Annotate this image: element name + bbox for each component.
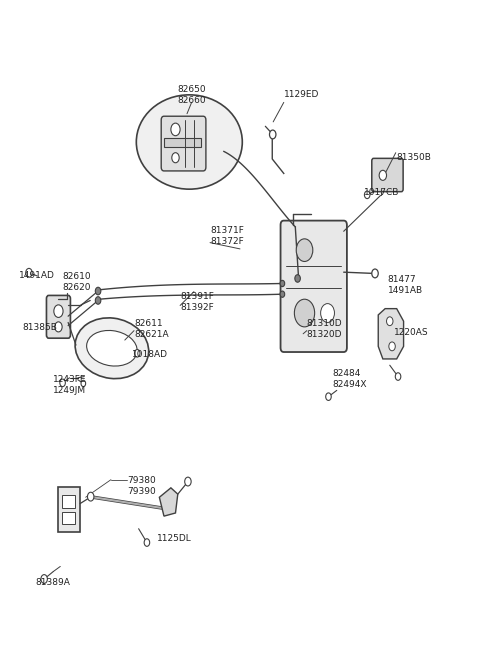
Circle shape	[386, 317, 393, 326]
Circle shape	[280, 291, 285, 297]
Text: 81350B: 81350B	[396, 153, 432, 162]
Text: 1129ED: 1129ED	[284, 90, 319, 100]
Ellipse shape	[75, 318, 149, 379]
Circle shape	[60, 379, 65, 386]
Circle shape	[295, 274, 300, 282]
Bar	[164, 138, 201, 147]
Bar	[61, 495, 75, 508]
Circle shape	[326, 393, 331, 400]
Circle shape	[389, 342, 396, 351]
Circle shape	[171, 123, 180, 136]
Text: 1125DL: 1125DL	[157, 534, 192, 542]
FancyBboxPatch shape	[47, 295, 71, 338]
Circle shape	[321, 304, 335, 322]
Circle shape	[372, 269, 378, 278]
Text: 81391F
81392F: 81391F 81392F	[180, 292, 214, 312]
Circle shape	[96, 288, 101, 295]
Circle shape	[364, 191, 370, 198]
Text: 82484
82494X: 82484 82494X	[332, 369, 367, 389]
Circle shape	[396, 373, 401, 381]
Text: 82610
82620: 82610 82620	[62, 272, 91, 292]
Circle shape	[280, 280, 285, 287]
Circle shape	[269, 130, 276, 139]
Text: 79380
79390: 79380 79390	[127, 476, 156, 496]
Circle shape	[296, 239, 313, 261]
Text: 1018AD: 1018AD	[132, 350, 168, 359]
Bar	[61, 512, 75, 524]
Text: 81477
1491AB: 81477 1491AB	[387, 275, 422, 295]
Circle shape	[144, 539, 150, 546]
Circle shape	[185, 477, 191, 486]
Ellipse shape	[86, 331, 137, 366]
FancyBboxPatch shape	[161, 116, 206, 171]
Circle shape	[172, 153, 179, 162]
Circle shape	[379, 170, 386, 180]
Text: 81310D
81320D: 81310D 81320D	[307, 319, 342, 339]
Text: 1220AS: 1220AS	[395, 328, 429, 337]
Text: 1243FE
1249JM: 1243FE 1249JM	[53, 375, 87, 396]
Polygon shape	[378, 309, 404, 359]
FancyBboxPatch shape	[280, 221, 347, 352]
Text: 1491AD: 1491AD	[19, 271, 55, 280]
Text: 81389A: 81389A	[35, 578, 70, 587]
Text: 1017CB: 1017CB	[364, 188, 400, 196]
FancyBboxPatch shape	[372, 159, 403, 192]
Circle shape	[294, 299, 315, 327]
Bar	[58, 487, 80, 532]
Text: 82650
82660: 82650 82660	[177, 84, 206, 105]
Circle shape	[26, 269, 32, 277]
Text: 82611
82621A: 82611 82621A	[134, 319, 168, 339]
Circle shape	[96, 297, 101, 304]
Polygon shape	[159, 488, 178, 516]
Circle shape	[55, 322, 62, 332]
Circle shape	[134, 350, 140, 357]
Circle shape	[81, 381, 85, 386]
Ellipse shape	[136, 95, 242, 189]
Circle shape	[41, 574, 48, 584]
Circle shape	[87, 493, 94, 501]
Text: 81385B: 81385B	[23, 323, 58, 332]
Text: 81371F
81372F: 81371F 81372F	[210, 226, 244, 246]
Circle shape	[54, 305, 63, 318]
